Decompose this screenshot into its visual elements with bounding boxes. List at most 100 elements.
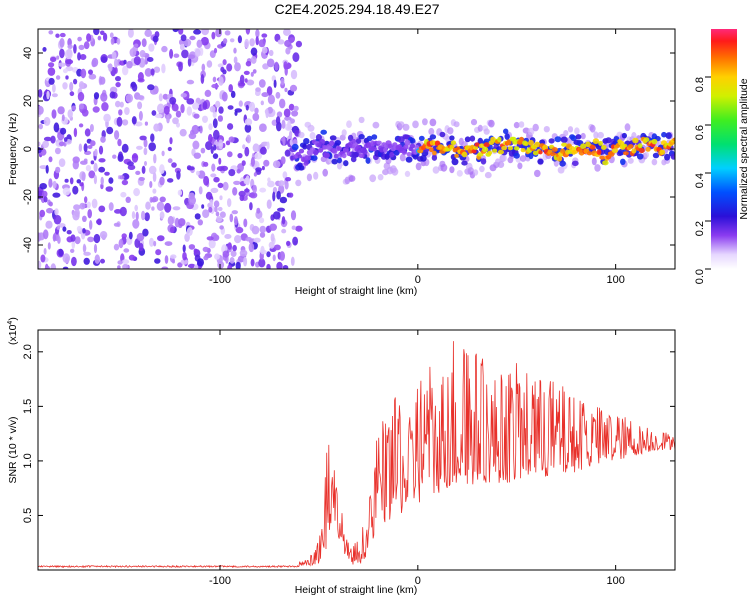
noise-blob xyxy=(121,143,129,153)
noise-blob xyxy=(284,149,291,157)
noise-blob xyxy=(282,135,286,146)
ridge-blob xyxy=(611,148,619,154)
noise-blob xyxy=(261,165,265,171)
ridge-blob xyxy=(371,146,377,152)
noise-blob xyxy=(258,258,266,268)
ridge-blob xyxy=(464,136,471,143)
ridge-blob xyxy=(591,157,597,166)
noise-blob xyxy=(94,148,98,157)
ridge-blob xyxy=(643,151,650,158)
noise-blob xyxy=(38,232,42,242)
noise-blob xyxy=(135,211,139,221)
noise-blob xyxy=(289,84,298,92)
noise-blob xyxy=(155,113,163,119)
noise-blob xyxy=(48,201,53,207)
ridge-blob xyxy=(449,166,455,174)
ridge-blob xyxy=(404,170,411,177)
noise-blob xyxy=(58,158,66,168)
noise-blob xyxy=(86,33,92,42)
ridge-blob xyxy=(461,151,468,158)
noise-blob xyxy=(65,75,69,80)
noise-blob xyxy=(251,225,260,235)
noise-blob xyxy=(226,63,233,72)
noise-blob xyxy=(212,153,219,160)
noise-blob xyxy=(218,139,224,150)
noise-blob xyxy=(281,119,286,129)
ridge-blob xyxy=(599,155,606,160)
noise-blob xyxy=(262,46,268,54)
noise-blob xyxy=(266,86,273,96)
noise-blob xyxy=(98,158,106,163)
noise-blob xyxy=(114,130,120,140)
noise-blob xyxy=(45,220,53,229)
ridge-blob xyxy=(656,139,662,146)
noise-blob xyxy=(246,79,255,86)
noise-blob xyxy=(192,140,200,150)
ridge-blob xyxy=(561,142,568,147)
noise-blob xyxy=(255,167,262,173)
noise-blob xyxy=(250,258,255,267)
snr-ytick-label: 1.5 xyxy=(22,399,34,414)
noise-blob xyxy=(73,204,81,211)
ridge-blob xyxy=(372,121,380,129)
noise-blob xyxy=(227,198,232,208)
snr-ytick-label: 1.0 xyxy=(22,453,34,468)
noise-blob xyxy=(193,264,199,269)
ridge-blob xyxy=(651,158,658,166)
snr-xlabel: Height of straight line (km) xyxy=(295,584,418,596)
noise-blob xyxy=(188,196,197,205)
ridge-blob xyxy=(601,145,607,150)
noise-blob xyxy=(72,156,80,164)
ridge-blob xyxy=(563,130,569,137)
noise-blob xyxy=(74,236,81,245)
ridge-blob xyxy=(483,142,490,148)
noise-blob xyxy=(91,59,97,68)
ridge-blob xyxy=(534,141,541,148)
noise-blob xyxy=(58,62,66,67)
noise-blob xyxy=(192,102,200,110)
ridge-blob xyxy=(594,164,601,172)
noise-blob xyxy=(255,29,260,38)
noise-blob xyxy=(50,263,57,269)
noise-blob xyxy=(172,29,179,33)
noise-blob xyxy=(172,206,181,211)
ridge-blob xyxy=(449,144,455,150)
noise-blob xyxy=(99,76,106,85)
noise-blob xyxy=(234,235,242,244)
noise-blob xyxy=(233,47,237,54)
noise-blob xyxy=(262,63,269,70)
noise-blob xyxy=(81,171,86,182)
noise-blob xyxy=(47,242,51,250)
noise-blob xyxy=(188,244,196,250)
ridge-blob xyxy=(492,148,498,153)
ridge-blob xyxy=(637,143,643,149)
noise-blob xyxy=(121,179,129,186)
noise-blob xyxy=(89,220,93,230)
noise-blob xyxy=(100,258,105,264)
noise-blob xyxy=(234,62,241,72)
noise-blob xyxy=(227,264,233,269)
spectrogram-xlabel: Height of straight line (km) xyxy=(295,285,418,297)
noise-blob xyxy=(291,225,296,230)
noise-blob xyxy=(62,82,68,90)
noise-blob xyxy=(154,258,161,264)
noise-blob xyxy=(141,210,146,221)
ridge-blob xyxy=(631,148,637,154)
ridge-blob xyxy=(295,179,302,187)
noise-blob xyxy=(114,58,118,69)
noise-blob xyxy=(61,114,65,122)
ridge-blob xyxy=(503,128,509,135)
snr-xtick-label: -100 xyxy=(209,575,231,587)
noise-blob xyxy=(290,256,295,266)
noise-blob xyxy=(150,133,155,142)
ridge-blob xyxy=(518,121,525,128)
noise-blob xyxy=(41,190,48,198)
ridge-blob xyxy=(471,149,477,154)
noise-blob xyxy=(260,146,267,155)
noise-blob xyxy=(290,69,298,80)
noise-blob xyxy=(266,251,271,258)
noise-blob xyxy=(159,164,165,175)
noise-blob xyxy=(202,115,208,124)
ridge-blob xyxy=(351,138,357,145)
noise-blob xyxy=(213,144,217,151)
